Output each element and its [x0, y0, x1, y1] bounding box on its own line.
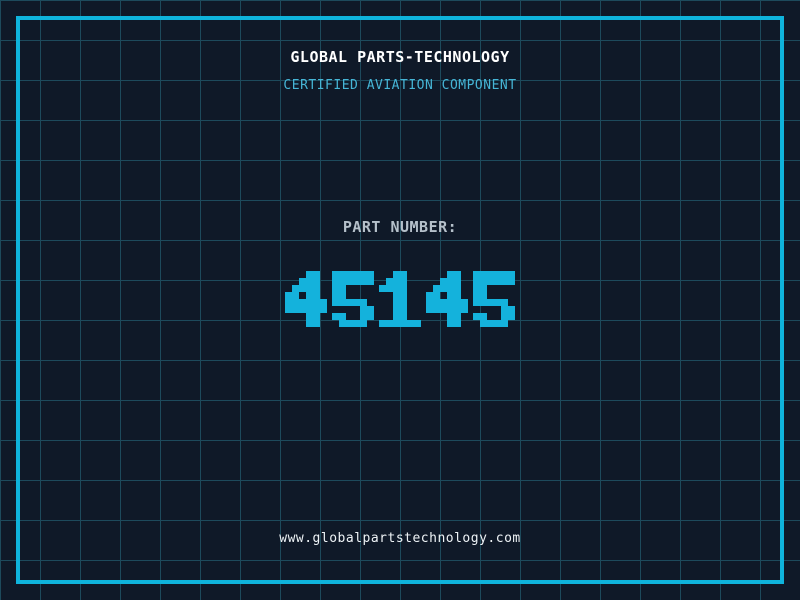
pixel-digit — [332, 271, 374, 327]
part-number-label: PART NUMBER: — [342, 218, 458, 236]
pixel-digit — [285, 271, 327, 327]
company-title: GLOBAL PARTS-TECHNOLOGY — [290, 48, 510, 66]
part-number-value — [285, 271, 515, 327]
certification-subtitle: CERTIFIED AVIATION COMPONENT — [283, 78, 517, 93]
pixel-digit — [379, 271, 421, 327]
website-url: www.globalpartstechnology.com — [279, 531, 521, 546]
pixel-digit — [426, 271, 468, 327]
pixel-digit — [473, 271, 515, 327]
